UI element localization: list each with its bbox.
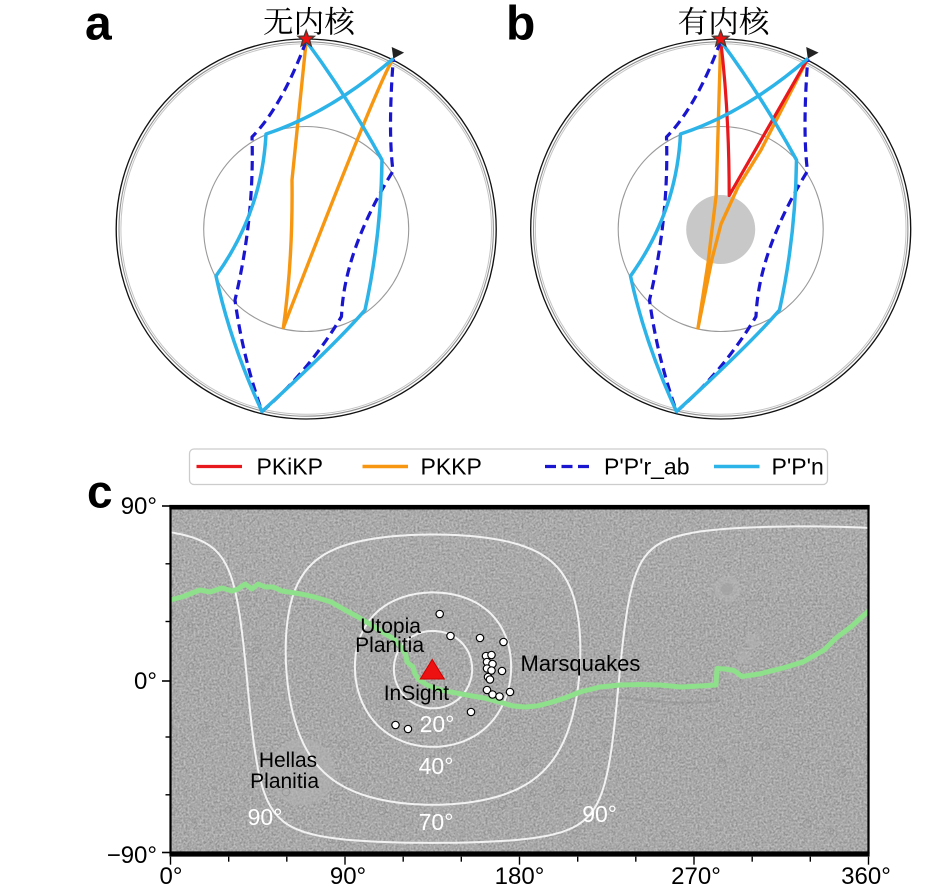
svg-text:P'P'n: P'P'n [772,454,824,480]
svg-text:a: a [85,0,112,51]
svg-text:PKKP: PKKP [421,454,482,480]
svg-text:Planitia: Planitia [355,634,424,657]
svg-text:90°: 90° [248,804,283,830]
svg-text:40°: 40° [419,753,454,779]
svg-text:270°: 270° [671,863,721,887]
svg-text:Marsquakes: Marsquakes [521,651,641,676]
svg-text:Utopia: Utopia [360,615,421,638]
svg-text:b: b [506,0,535,51]
svg-text:90°: 90° [582,801,617,827]
svg-text:Planitia: Planitia [250,770,319,793]
svg-text:PKiKP: PKiKP [257,454,323,480]
svg-text:90°: 90° [330,863,366,887]
svg-text:90°: 90° [121,493,157,520]
svg-text:0°: 0° [134,668,157,695]
svg-text:P'P'r_ab: P'P'r_ab [604,454,690,480]
svg-text:360°: 360° [841,863,891,887]
svg-text:Hellas: Hellas [259,749,317,772]
svg-text:70°: 70° [419,809,454,835]
svg-text:0°: 0° [160,863,183,887]
svg-text:180°: 180° [495,863,545,887]
svg-text:−90°: −90° [107,842,157,869]
svg-text:InSight: InSight [384,682,450,705]
svg-text:c: c [87,466,113,518]
svg-text:20°: 20° [420,711,455,737]
